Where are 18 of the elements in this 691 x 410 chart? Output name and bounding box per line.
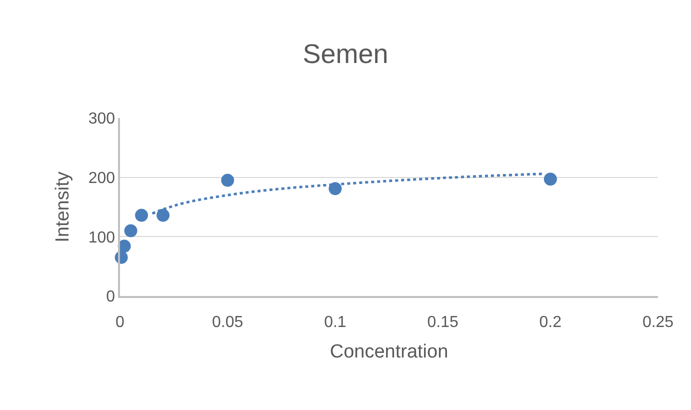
- point: [544, 172, 557, 186]
- chart-title: Semen: [302, 38, 388, 69]
- point: [135, 208, 148, 222]
- point: [124, 224, 138, 238]
- point: [221, 174, 234, 187]
- x-tick-label: 0.1: [324, 314, 346, 331]
- x-tick-label: 0.2: [539, 314, 562, 331]
- y-axis-title: Intensity: [52, 171, 74, 242]
- y-tick-label: 200: [88, 170, 116, 187]
- point: [156, 208, 170, 222]
- point: [328, 182, 342, 196]
- x-tick-label: 0.15: [427, 314, 458, 331]
- y-tick-label: 300: [88, 110, 116, 128]
- x-tick-label: 0.25: [642, 314, 674, 331]
- x-axis-title: Concentration: [330, 341, 448, 362]
- y-tick-label: 0: [106, 288, 116, 306]
- y-tick-label: 100: [88, 229, 116, 246]
- x-tick-label: 0.05: [212, 314, 244, 331]
